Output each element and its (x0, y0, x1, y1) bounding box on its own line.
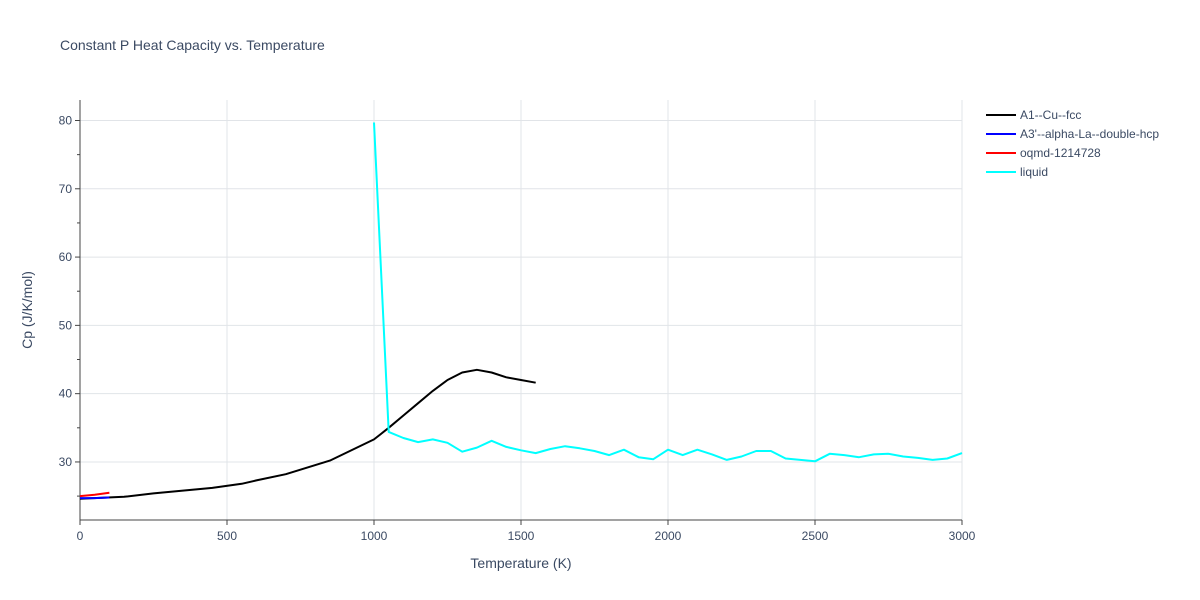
series-layer (79, 122, 963, 500)
series-line-oqmd-1214728 (79, 491, 110, 498)
axes-layer: 0 500 1000 1500 2000 2500 3000 30 40 50 60 70 80 (59, 100, 976, 543)
y-tick-label: 50 (59, 318, 73, 332)
x-tick-label: 2500 (802, 529, 829, 543)
x-tick-label: 3000 (949, 529, 976, 543)
legend-label: A1--Cu--fcc (1020, 108, 1081, 122)
y-tick-label: 60 (59, 250, 73, 264)
legend-item-oqmd-1214728[interactable]: oqmd-1214728 (986, 146, 1101, 160)
y-tick-label: 70 (59, 182, 73, 196)
series-line-a3-alpha-la-double-hcp (80, 496, 110, 500)
y-tick-label: 30 (59, 455, 73, 469)
legend-item-a3-alpha-la-double-hcp[interactable]: A3'--alpha-La--double-hcp (986, 127, 1159, 141)
legend-label: A3'--alpha-La--double-hcp (1020, 127, 1159, 141)
series-line-a1-cu-fcc (79, 368, 536, 500)
x-tick-label: 0 (77, 529, 84, 543)
chart-title: Constant P Heat Capacity vs. Temperature (60, 37, 325, 53)
x-tick-label: 500 (217, 529, 237, 543)
legend-label: oqmd-1214728 (1020, 146, 1101, 160)
y-tick-label: 80 (59, 113, 73, 127)
legend-item-liquid[interactable]: liquid (986, 165, 1048, 179)
y-tick-label: 40 (59, 387, 73, 401)
x-tick-label: 2000 (655, 529, 682, 543)
x-axis-title: Temperature (K) (470, 555, 571, 571)
legend-item-a1-cu-fcc[interactable]: A1--Cu--fcc (986, 108, 1081, 122)
x-tick-label: 1500 (508, 529, 535, 543)
series-line-liquid (373, 122, 963, 463)
x-tick-label: 1000 (361, 529, 388, 543)
grid-layer (80, 100, 963, 520)
legend[interactable]: A1--Cu--fcc A3'--alpha-La--double-hcp oqmd… (986, 108, 1159, 179)
legend-label: liquid (1020, 165, 1048, 179)
y-axis-title: Cp (J/K/mol) (19, 271, 35, 349)
